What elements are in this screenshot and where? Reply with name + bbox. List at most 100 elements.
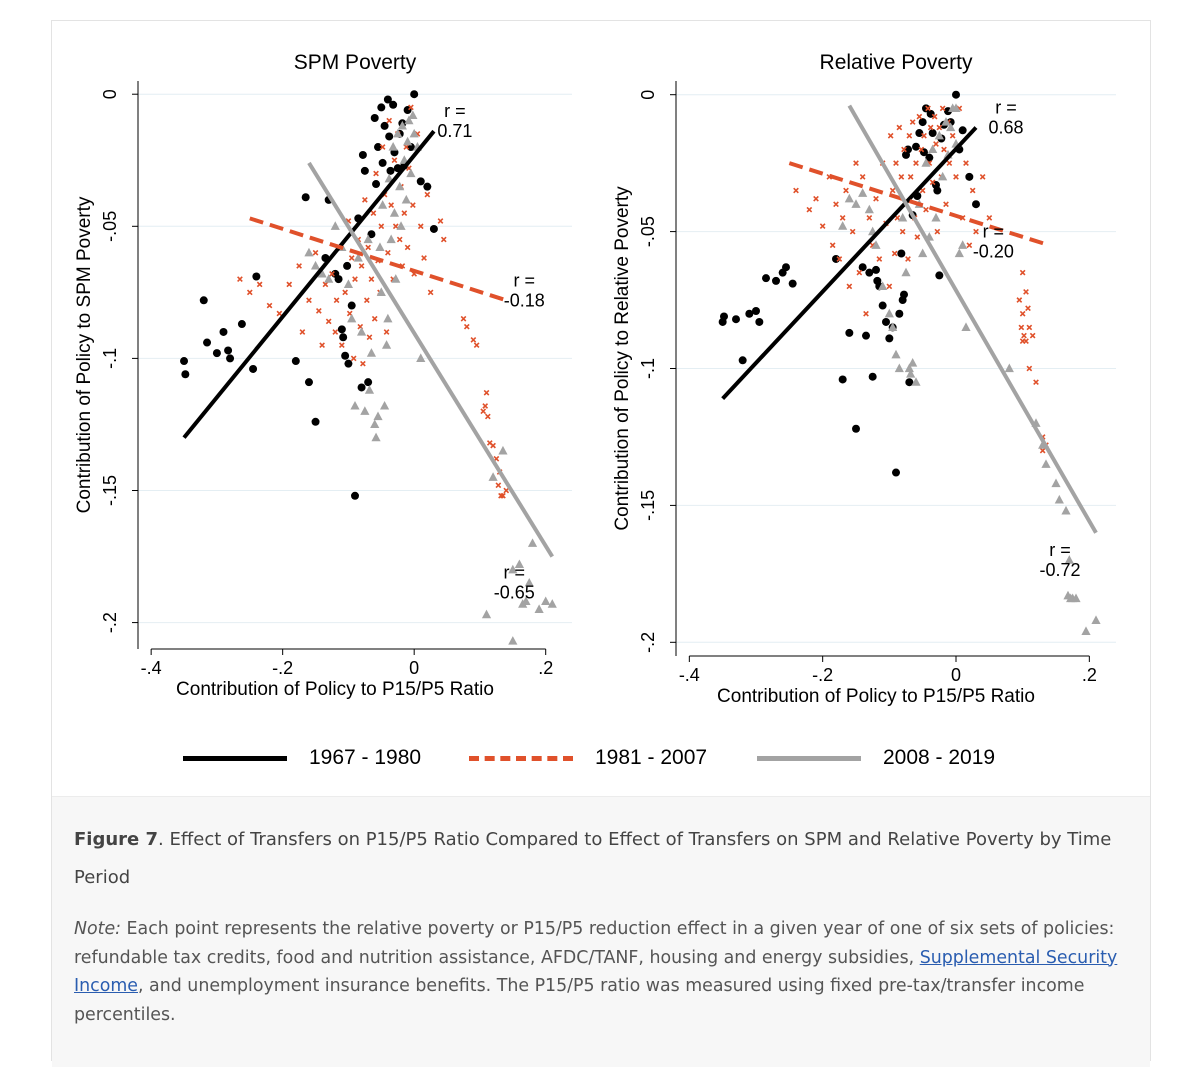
data-point-circle	[291, 357, 300, 366]
data-point-triangle	[508, 564, 518, 574]
data-point-circle	[928, 129, 937, 138]
data-point-x	[392, 223, 399, 230]
data-point-triangle	[363, 234, 373, 244]
data-point-x	[856, 269, 863, 276]
data-point-circle	[383, 95, 392, 104]
data-point-triangle	[408, 110, 418, 119]
data-point-triangle	[371, 432, 381, 442]
data-point-triangle	[1061, 505, 1071, 515]
data-point-triangle	[527, 538, 538, 547]
data-point-triangle	[894, 363, 904, 373]
data-point-x	[894, 215, 901, 221]
data-point-triangle	[534, 604, 544, 613]
data-point-triangle	[844, 193, 854, 203]
data-point-x	[299, 329, 306, 335]
data-point-triangle	[1004, 363, 1014, 373]
data-point-circle	[423, 182, 432, 191]
y-tick-label: 0	[638, 90, 658, 100]
data-point-x	[368, 276, 375, 283]
data-point-circle	[364, 378, 373, 387]
data-point-circle	[416, 177, 425, 186]
figure-caption-label: Figure 7	[74, 829, 159, 850]
data-point-x	[483, 389, 490, 396]
data-point-x	[906, 132, 913, 139]
data-point-triangle	[951, 103, 961, 112]
r-value: 0.71	[437, 121, 472, 141]
data-point-circle	[199, 296, 208, 305]
data-point-circle	[918, 118, 927, 127]
data-point-x	[379, 144, 386, 150]
r-label: r =	[504, 563, 526, 583]
data-point-x	[893, 160, 899, 167]
data-point-x	[913, 160, 919, 167]
data-point-x	[866, 215, 873, 221]
data-point-x	[839, 215, 846, 221]
data-point-x	[1029, 332, 1036, 339]
data-point-circle	[952, 90, 960, 99]
data-point-x	[1033, 379, 1039, 386]
data-point-circle	[732, 315, 740, 324]
data-point-x	[322, 281, 329, 288]
data-point-triangle	[871, 240, 881, 249]
data-point-circle	[304, 378, 313, 387]
data-point-circle	[226, 354, 235, 363]
ssi-link[interactable]: Supplemental Security Income	[74, 947, 1118, 997]
data-point-x	[365, 244, 372, 251]
data-point-x	[396, 236, 403, 243]
data-point-circle	[311, 417, 320, 426]
data-point-triangle	[330, 221, 340, 230]
data-point-triangle	[401, 194, 411, 204]
legend-swatch-1967-1980	[183, 755, 287, 761]
data-point-circle	[872, 265, 880, 274]
data-point-triangle	[364, 385, 375, 394]
data-point-circle	[372, 180, 381, 189]
data-point-x	[370, 210, 377, 216]
data-point-x	[923, 206, 929, 213]
data-point-x	[348, 255, 355, 261]
data-point-circle	[252, 272, 261, 281]
r-label: r =	[983, 221, 1005, 241]
data-point-triangle	[310, 260, 321, 270]
data-point-triangle	[403, 136, 413, 146]
data-point-triangle	[901, 267, 911, 277]
data-point-x	[408, 104, 414, 111]
data-point-x	[350, 355, 357, 362]
data-point-triangle	[409, 128, 419, 138]
data-point-x	[383, 329, 390, 335]
data-point-triangle	[353, 253, 363, 262]
data-point-x	[849, 228, 856, 235]
data-point-circle	[958, 126, 967, 135]
data-point-x	[946, 160, 953, 167]
r-value: -0.18	[504, 290, 545, 310]
data-point-circle	[782, 263, 790, 272]
data-point-x	[1018, 324, 1025, 331]
data-point-x	[424, 191, 431, 198]
data-point-triangle	[317, 268, 327, 278]
data-point-x	[386, 117, 393, 124]
data-point-triangle	[888, 322, 898, 332]
data-point-x	[829, 242, 836, 249]
data-point-triangle	[864, 204, 874, 214]
data-point-x	[889, 187, 896, 194]
data-point-x	[332, 329, 339, 335]
x-tick-label: .2	[538, 658, 553, 678]
x-tick-label: -.4	[141, 658, 162, 678]
data-point-triangle	[547, 599, 557, 608]
data-point-x	[404, 244, 411, 251]
data-point-x	[358, 263, 365, 269]
data-point-x	[836, 256, 843, 262]
figure-card: 0 -.05 -.1 -.15 -.2 -.4 -.2 0 .2 SPM Poverty Contr…	[51, 20, 1151, 1067]
y-tick-label: 0	[100, 89, 120, 99]
data-point-x	[943, 201, 949, 208]
data-point-x	[891, 250, 898, 257]
data-point-x	[819, 223, 826, 229]
figure-note-text-1: Each point represents the relative pover…	[74, 919, 1115, 968]
data-point-x	[963, 160, 969, 167]
data-point-triangle	[838, 221, 848, 230]
data-point-circle	[249, 364, 258, 373]
x-tick-label: 0	[951, 665, 961, 685]
charts-svg: 0 -.05 -.1 -.15 -.2 -.4 -.2 0 .2 SPM Poverty Contr…	[74, 51, 1116, 707]
data-point-triangle	[911, 377, 921, 386]
data-point-x	[813, 195, 819, 202]
data-point-triangle	[379, 400, 390, 410]
